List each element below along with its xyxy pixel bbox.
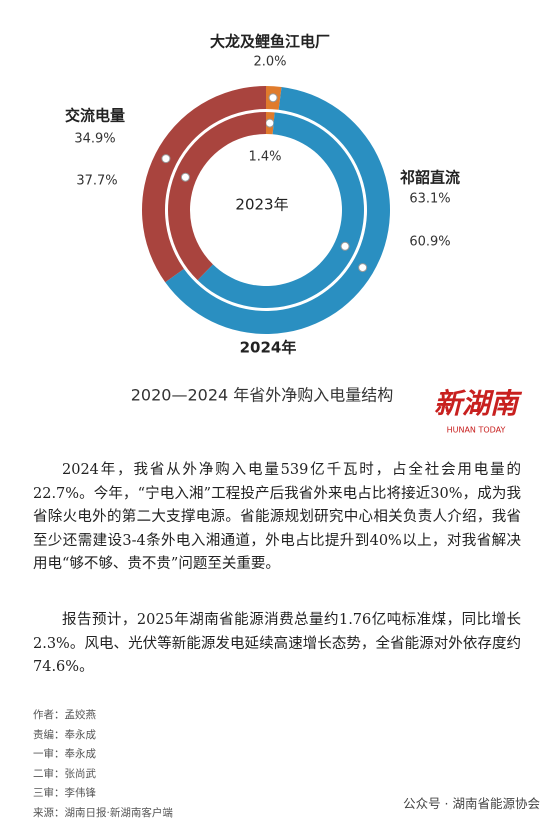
credit-line: 责编：奉永成 xyxy=(33,728,96,741)
credit-line: 一审：奉永成 xyxy=(33,748,96,761)
paragraph: 2024年，我省从外净购入电量539亿千瓦时，占全社会用电量的22.7%。今年，… xyxy=(33,462,521,572)
value-label: 2.0% xyxy=(253,55,286,70)
segment-marker xyxy=(265,118,275,128)
chart-title: 2020—2024 年省外净购入电量结构 xyxy=(131,386,394,405)
segment-marker xyxy=(268,93,278,103)
logo-title: 新湖南 xyxy=(434,387,523,420)
segment-marker xyxy=(161,154,171,164)
category-label: 大龙及鲤鱼江电厂 xyxy=(210,33,330,51)
donut-segment xyxy=(167,112,266,281)
credit-line: 三审：李伟锋 xyxy=(33,787,96,800)
category-label: 祁韶直流 xyxy=(400,169,460,187)
value-label: 60.9% xyxy=(409,235,450,250)
segment-marker xyxy=(180,172,190,182)
value-label: 34.9% xyxy=(74,132,115,147)
chart: 2020—2024 年省外净购入电量结构 新湖南 HUNAN TODAY 大龙及… xyxy=(65,33,523,435)
segment-marker xyxy=(358,263,368,273)
ring-label: 2024年 xyxy=(240,339,297,357)
segment-marker xyxy=(340,241,350,251)
credit-line: 作者：孟姣燕 xyxy=(33,709,96,721)
category-label: 交流电量 xyxy=(65,107,125,125)
paragraph: 报告预计，2025年湖南省能源消费总量约1.76亿吨标准煤，同比增长2.3%。风… xyxy=(33,612,521,675)
credit-line: 二审：张尚武 xyxy=(33,767,96,780)
credit-line: 来源：湖南日报·新湖南客户端 xyxy=(33,806,173,819)
donut-segment xyxy=(141,86,266,283)
watermark: 公众号 · 湖南省能源协会 xyxy=(403,796,540,811)
logo-subtitle: HUNAN TODAY xyxy=(447,426,506,435)
value-label: 37.7% xyxy=(76,174,117,189)
value-label: 63.1% xyxy=(409,192,450,207)
value-label: 1.4% xyxy=(248,150,281,165)
ring-label: 2023年 xyxy=(235,196,288,214)
credits: 作者：孟姣燕 责编：奉永成 一审：奉永成 二审：张尚武 三审：李伟锋来源：湖南日报·新湖… xyxy=(33,706,173,824)
donut-segment xyxy=(197,112,365,308)
